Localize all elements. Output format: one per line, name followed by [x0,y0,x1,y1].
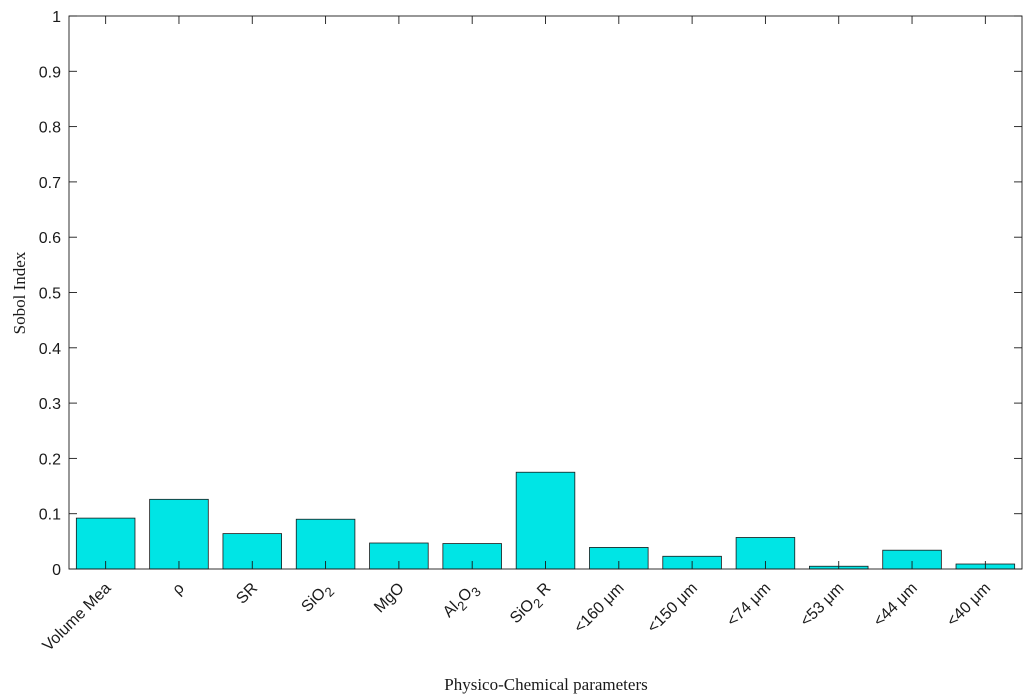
x-tick-label: Al2O3 [440,580,484,624]
x-tick-label: <150 μm [644,580,701,637]
x-tick-label: <74 μm [724,580,774,630]
x-tick-label: SR [233,580,261,608]
y-tick-label: 0.2 [39,451,61,468]
bar [75,517,136,570]
y-tick-label: 0.6 [39,230,61,247]
x-tick-label: SiO2 [298,580,337,619]
y-tick-label: 0.9 [39,64,61,81]
y-tick-label: 0.7 [39,175,61,192]
x-tick-label: <53 μm [797,580,847,630]
bar [149,498,209,570]
y-tick-label: 0 [52,562,61,579]
y-tick-label: 1 [52,9,61,26]
bar [515,471,576,570]
x-tick-label: SiO2 R [507,580,557,630]
x-axis-label: Physico-Chemical parameters [444,675,647,694]
y-axis-ticks: 0 0.1 0.2 0.3 0.4 0.5 0.6 0.7 0.8 0.9 1 [39,9,1022,579]
y-tick-label: 0.5 [39,286,61,303]
y-axis-label: Sobol Index [10,251,29,334]
bars-group [75,471,1016,570]
x-tick-label: Volume Mea [40,580,115,655]
x-tick-label: MgO [371,580,408,617]
x-tick-label: <40 μm [944,580,994,630]
y-tick-label: 0.1 [39,507,61,524]
y-tick-label: 0.4 [39,341,61,358]
y-tick-label: 0.8 [39,120,61,137]
x-tick-label: ρ [169,580,187,598]
x-tick-label: <44 μm [871,580,921,630]
x-tick-label: <160 μm [571,580,628,637]
bar [295,518,356,570]
y-tick-label: 0.3 [39,396,61,413]
